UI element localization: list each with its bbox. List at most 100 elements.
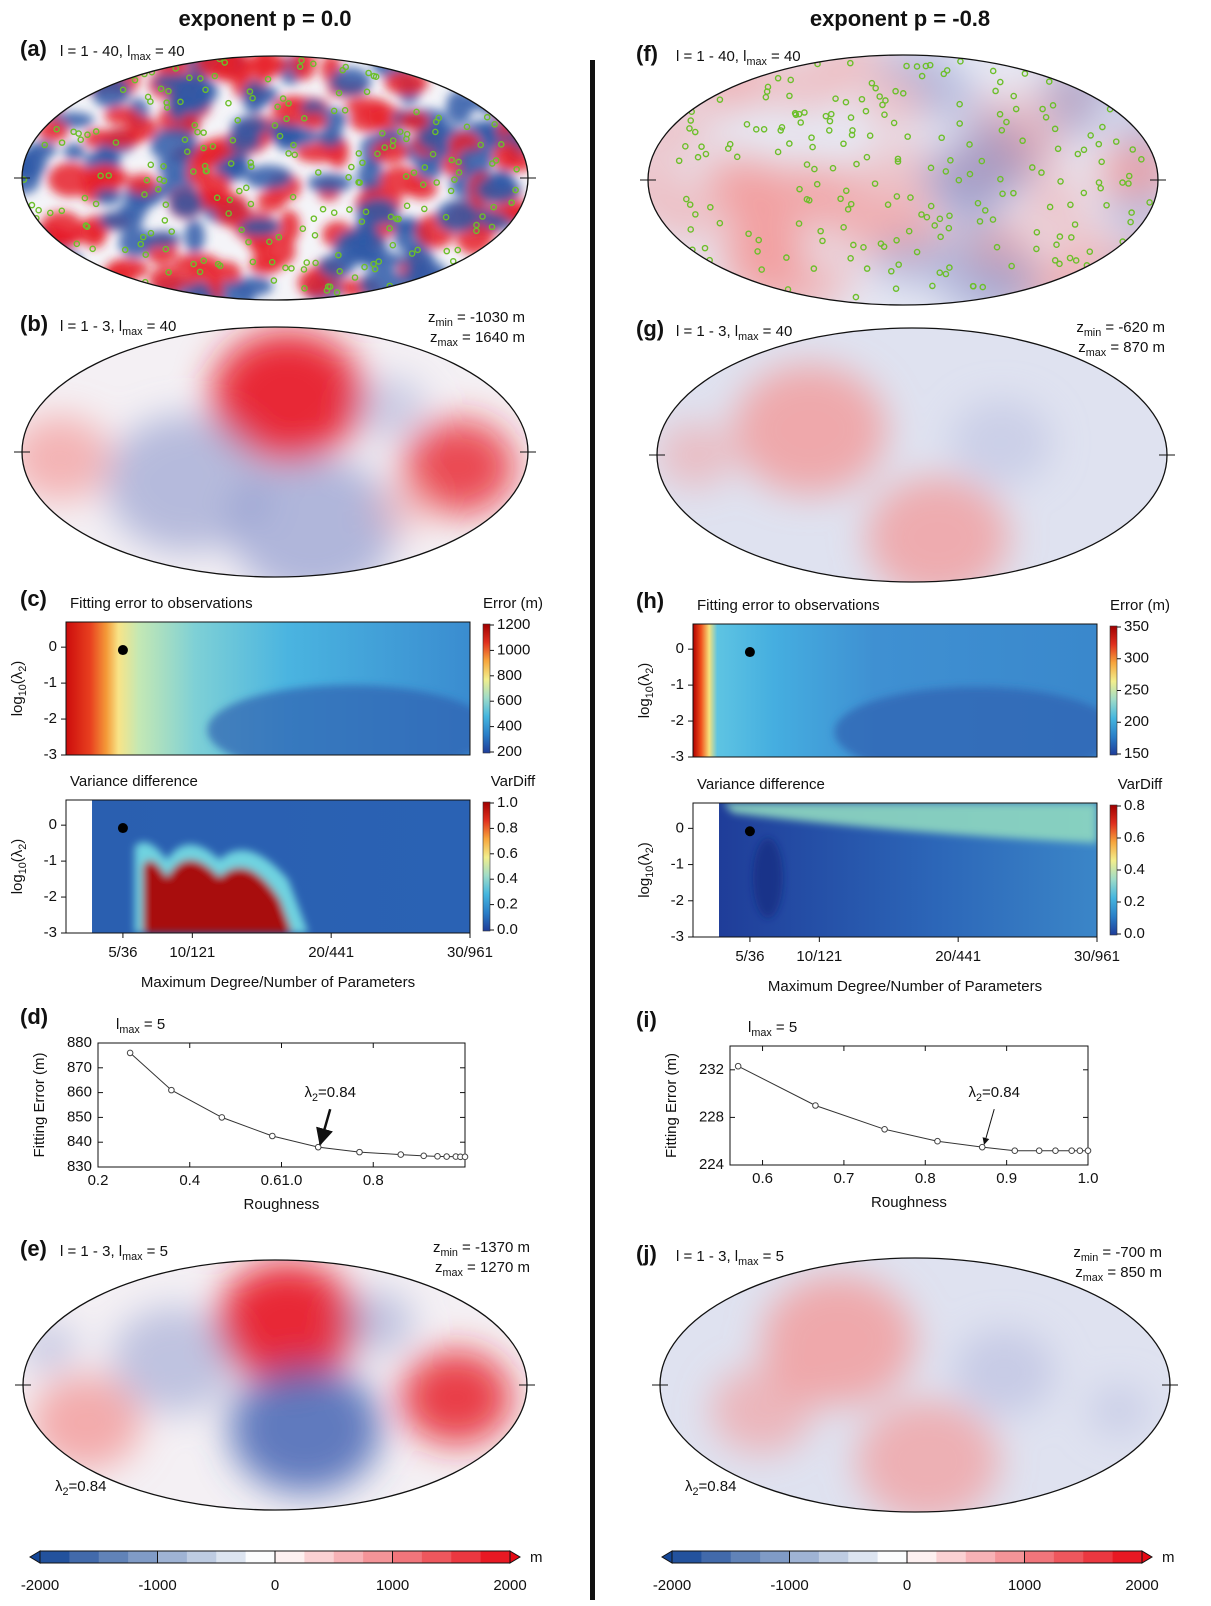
map-blob xyxy=(242,80,267,114)
map-event xyxy=(346,206,353,213)
plot-frame xyxy=(65,621,471,756)
data-point xyxy=(978,1143,986,1151)
colorbar-bin xyxy=(40,1551,70,1563)
map-event xyxy=(996,78,1004,86)
map-zmin: zmin = -1030 m xyxy=(428,309,525,329)
map-event xyxy=(992,87,999,95)
map-blob xyxy=(452,269,499,296)
map-event xyxy=(786,92,793,100)
map-degree-label-part: l = 1 - 40, l xyxy=(60,43,130,60)
map-event xyxy=(247,159,254,166)
map-degree-label-part: l = 1 - 40, l xyxy=(676,48,746,65)
map-blob xyxy=(150,127,199,164)
map-blob xyxy=(495,122,528,140)
map-blob xyxy=(278,210,301,244)
map-blob xyxy=(229,1364,381,1494)
map-event xyxy=(147,98,154,105)
map-event xyxy=(942,270,950,278)
map-blob xyxy=(434,282,476,300)
map-event xyxy=(872,84,879,92)
map-event xyxy=(866,132,874,139)
x-tick-label: 30/961 xyxy=(447,944,493,961)
map-blob xyxy=(98,210,144,231)
map-event xyxy=(913,63,921,70)
map-event xyxy=(758,266,765,273)
map-event xyxy=(899,90,907,97)
map-zmax-part: max xyxy=(442,1267,463,1279)
map-event xyxy=(92,128,100,135)
map-blob xyxy=(344,97,390,116)
map-blob xyxy=(167,85,188,122)
map-blob xyxy=(254,56,276,82)
map-event xyxy=(847,255,854,262)
colorbar-bin xyxy=(363,1551,393,1563)
map-zmin: zmin = -700 m xyxy=(1073,1244,1162,1264)
data-point xyxy=(314,1143,322,1151)
map-event xyxy=(887,267,895,275)
map-event xyxy=(421,205,428,213)
map-zmax-part: z xyxy=(430,329,438,346)
map-blob xyxy=(157,158,194,178)
y-axis-label-part: log xyxy=(9,696,26,716)
map-blob xyxy=(357,159,385,194)
map-event xyxy=(1146,199,1153,206)
map-event xyxy=(447,187,455,195)
map-note-part: =0.84 xyxy=(69,1478,107,1495)
map-event xyxy=(884,201,892,208)
map-event xyxy=(946,264,953,271)
map-event xyxy=(692,211,699,218)
map-event xyxy=(197,75,204,82)
map-event xyxy=(1087,132,1094,139)
map-event xyxy=(229,137,237,144)
map-event xyxy=(181,136,189,144)
map-event xyxy=(190,168,197,175)
map-event xyxy=(981,207,989,214)
map-event xyxy=(675,157,683,165)
data-point xyxy=(434,1153,441,1160)
colorbar-tick-label: 1000 xyxy=(376,1577,409,1594)
map-blob xyxy=(415,155,443,181)
map-event xyxy=(797,119,805,126)
map-event xyxy=(408,250,416,257)
map-degree-label-part: l = 1 - 3, l xyxy=(676,1248,738,1265)
map-event xyxy=(905,227,913,235)
y-axis-label-part: (λ xyxy=(636,853,653,866)
map-event xyxy=(396,128,404,135)
map-event xyxy=(202,167,210,175)
y-tick-label: -3 xyxy=(671,928,684,945)
map-event xyxy=(795,220,803,227)
colorbar-end xyxy=(1141,1550,1153,1564)
data-point xyxy=(356,1148,363,1156)
map-event xyxy=(165,269,172,276)
map-event xyxy=(266,238,273,246)
map-event xyxy=(813,180,821,188)
data-point xyxy=(812,1102,819,1109)
map-zmin-part: min xyxy=(1081,1252,1098,1264)
map-event xyxy=(876,93,883,100)
map-event xyxy=(1066,254,1074,262)
map-event xyxy=(142,251,150,258)
map-event xyxy=(75,130,82,137)
y-tick-label: -3 xyxy=(671,748,684,765)
map-event xyxy=(795,110,803,118)
map-event xyxy=(974,199,982,207)
colorbar-bin xyxy=(760,1551,790,1563)
colorbar-tick-label: 250 xyxy=(1124,681,1149,698)
colorbar-end xyxy=(661,1550,673,1564)
map-event xyxy=(1010,92,1018,100)
y-tick-label: 0 xyxy=(49,638,57,655)
map-blob xyxy=(1079,55,1158,95)
x-axis-label: Maximum Degree/Number of Parameters xyxy=(768,978,1042,995)
map-event xyxy=(234,117,242,124)
map-event xyxy=(1057,178,1064,185)
map-event xyxy=(946,212,953,220)
map-event xyxy=(248,163,255,170)
map-field xyxy=(657,364,1053,582)
annotation-arrow xyxy=(982,1109,995,1145)
map-zmax-part: max xyxy=(437,337,458,349)
map-degree-label-part: max xyxy=(738,1256,759,1268)
map-event xyxy=(969,282,977,290)
map-event xyxy=(1128,209,1135,216)
map-degree-label-part: l = 1 - 3, l xyxy=(60,1243,122,1260)
x-tick-label: 0.8 xyxy=(915,1170,936,1187)
